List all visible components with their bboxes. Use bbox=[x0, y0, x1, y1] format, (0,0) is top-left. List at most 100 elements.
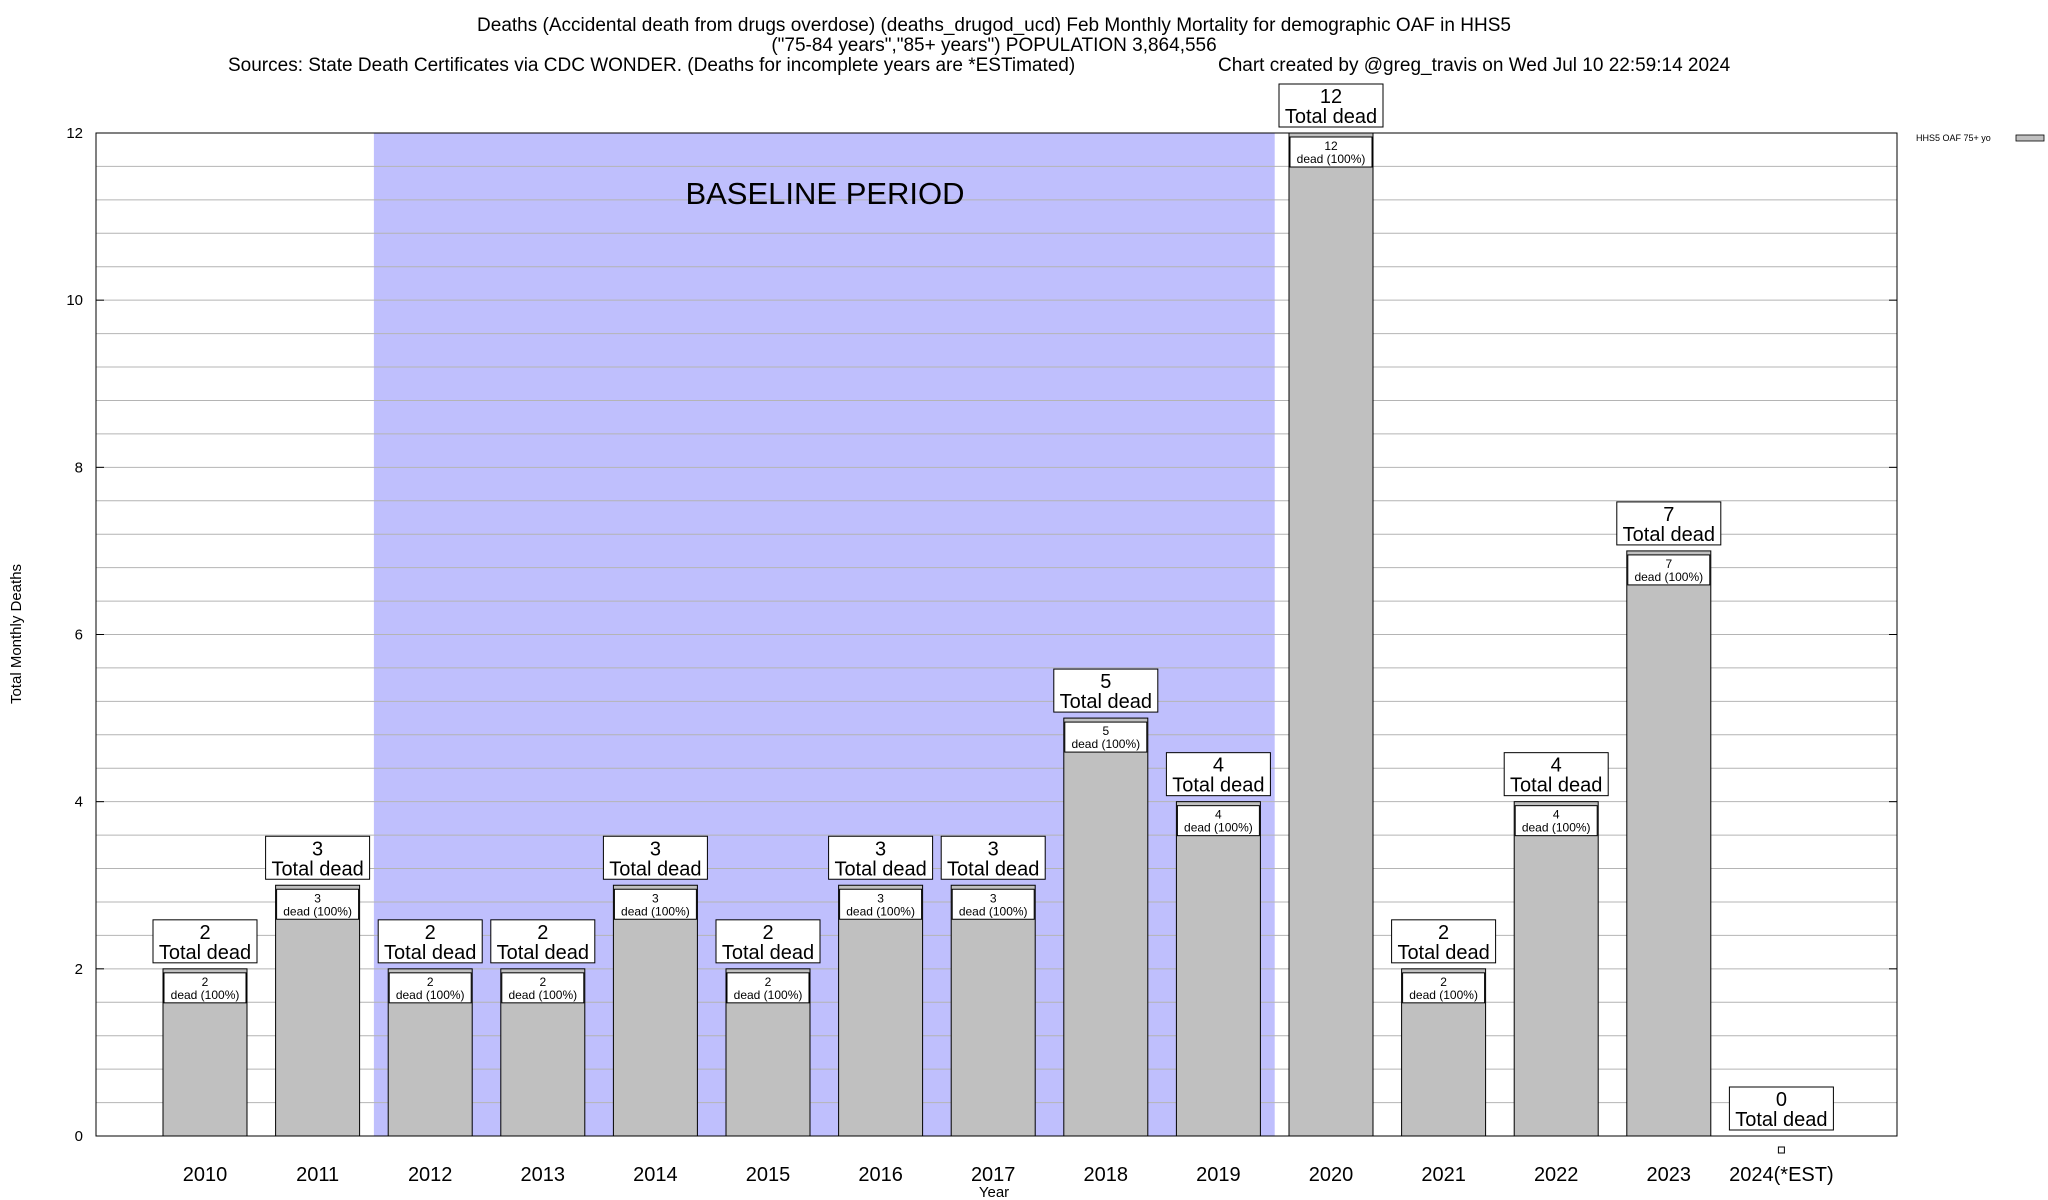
bar bbox=[1513, 801, 1599, 1137]
x-tick-label: 2016 bbox=[858, 1164, 903, 1186]
bar-inner-value: 12 bbox=[1324, 139, 1338, 153]
bar bbox=[275, 884, 361, 1137]
bar-inner-label-box bbox=[1176, 805, 1260, 837]
bar-inner-percent: dead (100%) bbox=[1634, 570, 1703, 584]
x-tick-label: 2015 bbox=[746, 1164, 791, 1186]
y-tick-label: 6 bbox=[75, 627, 83, 644]
bar-total-label-box bbox=[715, 919, 821, 964]
bar-total-value: 2 bbox=[762, 922, 773, 944]
bar-inner-label-box bbox=[1064, 721, 1148, 753]
bar-inner-percent: dead (100%) bbox=[1184, 821, 1253, 835]
bar-inner-label-box bbox=[1402, 972, 1486, 1004]
bar-total-caption: Total dead bbox=[1285, 106, 1377, 128]
bar-inner-percent: dead (100%) bbox=[1297, 152, 1366, 166]
bar-total-caption: Total dead bbox=[497, 942, 589, 964]
bar-inner-label-box bbox=[839, 888, 923, 920]
bar-total-label-box bbox=[828, 835, 934, 880]
bar-total-value: 4 bbox=[1213, 755, 1224, 777]
bar-inner-value: 3 bbox=[652, 891, 659, 905]
x-tick-label: 2013 bbox=[521, 1164, 566, 1186]
x-tick-label: 2014 bbox=[633, 1164, 678, 1186]
chart-created: Chart created by @greg_travis on Wed Jul… bbox=[1218, 55, 1731, 76]
bar-total-label-box bbox=[265, 835, 371, 880]
bar bbox=[1626, 550, 1712, 1137]
bar-total-value: 4 bbox=[1551, 755, 1562, 777]
bar-inner-percent: dead (100%) bbox=[959, 904, 1028, 918]
x-tick-label: 2021 bbox=[1421, 1164, 1466, 1186]
chart-sources: Sources: State Death Certificates via CD… bbox=[228, 55, 1075, 76]
bar-inner-value: 3 bbox=[314, 891, 321, 905]
bar-inner-label-box bbox=[951, 888, 1035, 920]
x-tick-label: 2019 bbox=[1196, 1164, 1241, 1186]
bar-total-caption: Total dead bbox=[271, 858, 363, 880]
bar-total-label-box bbox=[1503, 752, 1609, 797]
bar-total-caption: Total dead bbox=[834, 858, 926, 880]
x-tick-label: 2024(*EST) bbox=[1729, 1164, 1834, 1186]
bar-total-caption: Total dead bbox=[1735, 1109, 1827, 1131]
bar-total-value: 3 bbox=[312, 838, 323, 860]
bar-total-value: 3 bbox=[875, 838, 886, 860]
bar bbox=[838, 884, 924, 1137]
x-axis-label: Year bbox=[979, 1184, 1009, 1200]
bar-total-caption: Total dead bbox=[159, 942, 251, 964]
bar-inner-value: 2 bbox=[427, 975, 434, 989]
x-tick-label: 2022 bbox=[1534, 1164, 1579, 1186]
bar-total-caption: Total dead bbox=[1623, 524, 1715, 546]
bar-total-value: 2 bbox=[199, 922, 210, 944]
bar-total-value: 2 bbox=[425, 922, 436, 944]
bar-total-label-box bbox=[602, 835, 708, 880]
bar-inner-value: 3 bbox=[990, 891, 997, 905]
x-ticks: 2010 2011 2012 2013 2014 2015 2016 2017 2018 2019… bbox=[183, 1164, 1834, 1186]
bar-total-label-box bbox=[940, 835, 1046, 880]
bar-inner-value: 2 bbox=[202, 975, 209, 989]
y-tick-label: 0 bbox=[75, 1128, 83, 1145]
bar-inner-value: 2 bbox=[539, 975, 546, 989]
x-tick-label: 2017 bbox=[971, 1164, 1016, 1186]
y-tick-label: 8 bbox=[75, 459, 83, 476]
bar-total-value: 7 bbox=[1663, 504, 1674, 526]
bar-inner-percent: dead (100%) bbox=[1522, 821, 1591, 835]
bar-inner-label-box bbox=[1627, 554, 1711, 586]
bar-total-caption: Total dead bbox=[722, 942, 814, 964]
bar-total-label-box bbox=[1278, 83, 1384, 128]
legend: HHS5 OAF 75+ yo bbox=[1916, 133, 2045, 143]
x-tick-label: 2020 bbox=[1309, 1164, 1354, 1186]
bar-total-caption: Total dead bbox=[1172, 775, 1264, 797]
bar-inner-label-box bbox=[1289, 136, 1373, 168]
bar-total-caption: Total dead bbox=[1060, 691, 1152, 713]
chart-title-line-2: ("75-84 years","85+ years") POPULATION 3… bbox=[771, 35, 1216, 56]
bar-total-value: 12 bbox=[1320, 86, 1342, 108]
bar bbox=[1175, 801, 1261, 1137]
bar-inner-value: 7 bbox=[1665, 557, 1672, 571]
bar-total-label-box bbox=[1616, 501, 1722, 546]
bar-total-label-box bbox=[1053, 668, 1159, 713]
y-tick-label: 12 bbox=[66, 125, 83, 142]
bar-total-value: 5 bbox=[1100, 671, 1111, 693]
bar-inner-percent: dead (100%) bbox=[1071, 737, 1140, 751]
bar-inner-percent: dead (100%) bbox=[283, 904, 352, 918]
bar-total-value: 2 bbox=[537, 922, 548, 944]
bar-inner-label-box bbox=[388, 972, 472, 1004]
bar-inner-label-box bbox=[276, 888, 360, 920]
bar-inner-value: 5 bbox=[1102, 724, 1109, 738]
bar-total-value: 3 bbox=[650, 838, 661, 860]
bar-total-caption: Total dead bbox=[947, 858, 1039, 880]
bar-total-caption: Total dead bbox=[384, 942, 476, 964]
bar-inner-label-box bbox=[726, 972, 810, 1004]
bar-inner-value: 2 bbox=[1440, 975, 1447, 989]
bar-inner-label-box bbox=[163, 972, 247, 1004]
bar-inner-percent: dead (100%) bbox=[734, 988, 803, 1002]
